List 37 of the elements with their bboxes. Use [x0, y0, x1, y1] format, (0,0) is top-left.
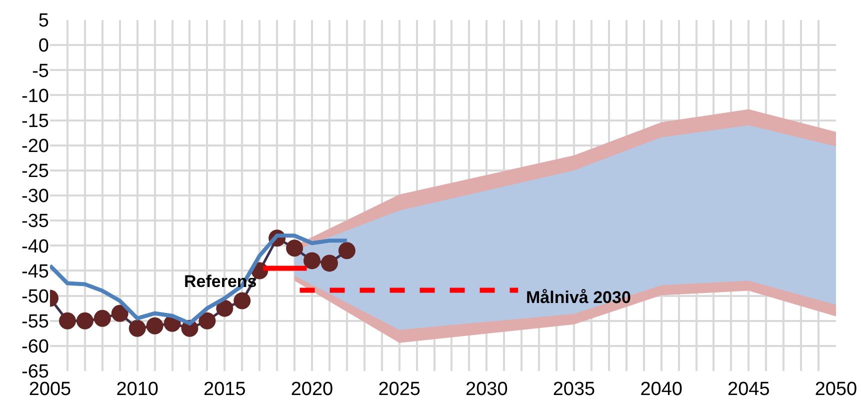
y-tick-label: -40	[22, 236, 49, 258]
y-tick-label: 0	[38, 36, 49, 57]
x-tick-label: 2015	[204, 379, 246, 400]
point	[146, 317, 164, 334]
x-tick-label: 2045	[728, 379, 770, 400]
y-tick-label: -45	[22, 261, 49, 282]
y-tick-label: -5	[32, 60, 49, 82]
series-label: Målnivå 2030	[526, 288, 631, 307]
y-tick-label: -55	[22, 312, 49, 333]
y-tick-label: -10	[22, 86, 49, 107]
y-tick-label: -15	[22, 110, 49, 132]
x-tick-label: 2020	[290, 379, 334, 400]
x-tick-label: 2010	[116, 379, 158, 400]
point	[216, 300, 234, 317]
x-tick-label: 2040	[640, 379, 682, 400]
y-tick-label: -25	[22, 161, 49, 182]
point	[198, 312, 216, 330]
y-tick-label: -35	[22, 211, 49, 232]
point	[320, 254, 338, 272]
point	[76, 312, 94, 330]
point	[94, 310, 111, 327]
y-tick-label: -30	[22, 186, 49, 208]
x-tick-label: 2050	[814, 379, 858, 400]
y-tick-label: -60	[22, 336, 49, 358]
point	[286, 240, 304, 257]
y-tick-label: -50	[22, 286, 49, 308]
point	[128, 320, 146, 337]
point	[338, 242, 356, 260]
y-tick-label: 5	[38, 10, 49, 32]
point	[234, 292, 251, 310]
y-tick-label: -20	[22, 136, 49, 158]
point	[58, 312, 76, 330]
x-tick-label: 2035	[552, 379, 596, 400]
x-tick-label: 2025	[378, 379, 420, 400]
x-tick-label: 2030	[466, 379, 508, 400]
point	[304, 252, 320, 270]
point	[111, 304, 128, 322]
